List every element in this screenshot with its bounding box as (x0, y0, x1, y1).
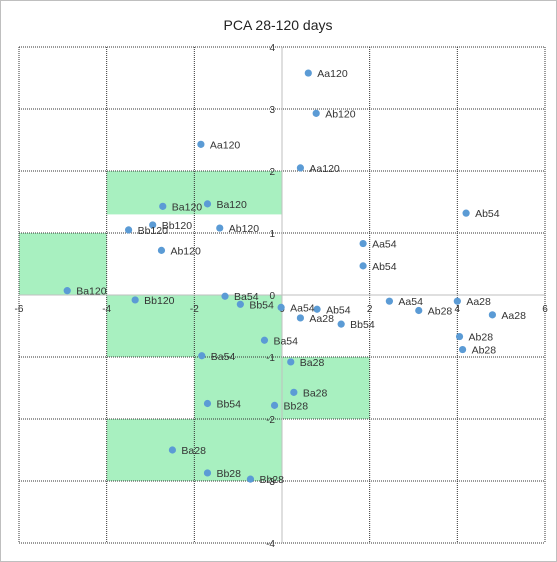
data-label: Ba54 (211, 351, 236, 363)
y-tick-label: 0 (269, 291, 275, 302)
y-tick-label: 2 (269, 167, 275, 178)
data-label: Aa28 (466, 296, 491, 308)
y-tick-label: 3 (269, 105, 275, 116)
data-point (203, 399, 212, 408)
data-label: Bb54 (350, 319, 375, 331)
data-label: Ab54 (475, 208, 500, 220)
data-point (287, 358, 295, 366)
x-tick-label: -4 (102, 304, 111, 315)
axes (19, 47, 545, 543)
data-point (277, 303, 285, 311)
data-label: Aa28 (309, 313, 334, 325)
highlight-region (106, 295, 195, 357)
data-point (385, 297, 393, 305)
data-label: Aa28 (501, 310, 526, 322)
data-label: Ab120 (170, 245, 201, 257)
data-label: Ba54 (273, 335, 298, 347)
data-label: Bb120 (162, 220, 193, 232)
data-point (203, 469, 212, 477)
data-label: Ab120 (325, 108, 356, 120)
data-point (462, 209, 470, 217)
data-label: Bb54 (216, 399, 241, 411)
data-point (131, 296, 139, 304)
data-point (246, 475, 255, 483)
data-point (124, 226, 133, 234)
data-point (63, 287, 71, 295)
data-point (453, 297, 461, 305)
y-tick-label: -1 (266, 353, 275, 364)
data-point (312, 109, 320, 117)
data-point (296, 314, 305, 322)
data-point (216, 224, 224, 232)
data-label: Ab120 (229, 223, 260, 235)
chart-title: PCA 28-120 days (224, 17, 333, 33)
data-label: Ab54 (326, 304, 351, 316)
data-label: Aa120 (309, 163, 340, 175)
data-label: Bb120 (138, 225, 169, 237)
data-point (168, 446, 177, 454)
data-point (488, 311, 496, 319)
data-label: Ba120 (172, 201, 203, 213)
data-points (63, 69, 496, 483)
data-point (290, 388, 298, 396)
x-tick-label: -2 (190, 304, 199, 315)
data-label: Ab54 (372, 261, 397, 273)
data-point (236, 300, 244, 308)
data-label: Aa54 (398, 296, 423, 308)
data-label: Aa54 (290, 302, 315, 314)
data-label: Ab28 (428, 306, 453, 318)
x-tick-label: 4 (455, 304, 461, 315)
data-point (159, 202, 167, 210)
data-label: Ba28 (300, 357, 325, 369)
data-point (221, 292, 229, 300)
data-label: Ab28 (469, 332, 494, 344)
data-point (198, 352, 206, 360)
data-label: Aa120 (317, 68, 348, 80)
data-label: Bb28 (284, 400, 309, 412)
data-label: Ba54 (234, 291, 259, 303)
data-label: Bb28 (259, 474, 284, 486)
data-point (458, 345, 467, 354)
y-tick-label: -3 (266, 477, 275, 488)
x-tick-label: 2 (367, 304, 373, 315)
highlight-regions (19, 171, 370, 481)
data-point (337, 320, 345, 328)
data-point (359, 239, 367, 248)
data-label: Ba120 (216, 199, 247, 211)
data-point (260, 336, 269, 344)
data-point (270, 401, 279, 409)
data-point (455, 332, 464, 341)
highlight-region (19, 233, 107, 295)
data-point (359, 262, 367, 270)
data-point (157, 246, 166, 254)
data-label: Aa54 (372, 239, 397, 251)
data-point (149, 221, 157, 229)
data-point (296, 164, 305, 172)
data-point (197, 140, 205, 148)
data-label: Ab28 (472, 345, 497, 357)
data-label: Aa120 (210, 139, 241, 151)
highlight-region (282, 357, 370, 419)
data-label: Ba28 (181, 445, 206, 457)
data-label: Ba120 (76, 286, 107, 298)
y-tick-label: -2 (266, 415, 275, 426)
data-point (313, 305, 321, 313)
y-tick-label: -4 (266, 539, 275, 550)
data-point (304, 69, 312, 77)
y-tick-label: 4 (269, 43, 275, 54)
x-tick-label: -6 (15, 304, 24, 315)
data-point (203, 200, 212, 208)
data-label: Bb120 (144, 295, 175, 307)
data-label: Bb54 (249, 299, 274, 311)
x-tick-label: 6 (542, 304, 548, 315)
y-tick-label: 1 (269, 229, 275, 240)
data-point (415, 306, 423, 315)
data-label: Ba28 (303, 387, 328, 399)
data-label: Bb28 (216, 468, 241, 480)
